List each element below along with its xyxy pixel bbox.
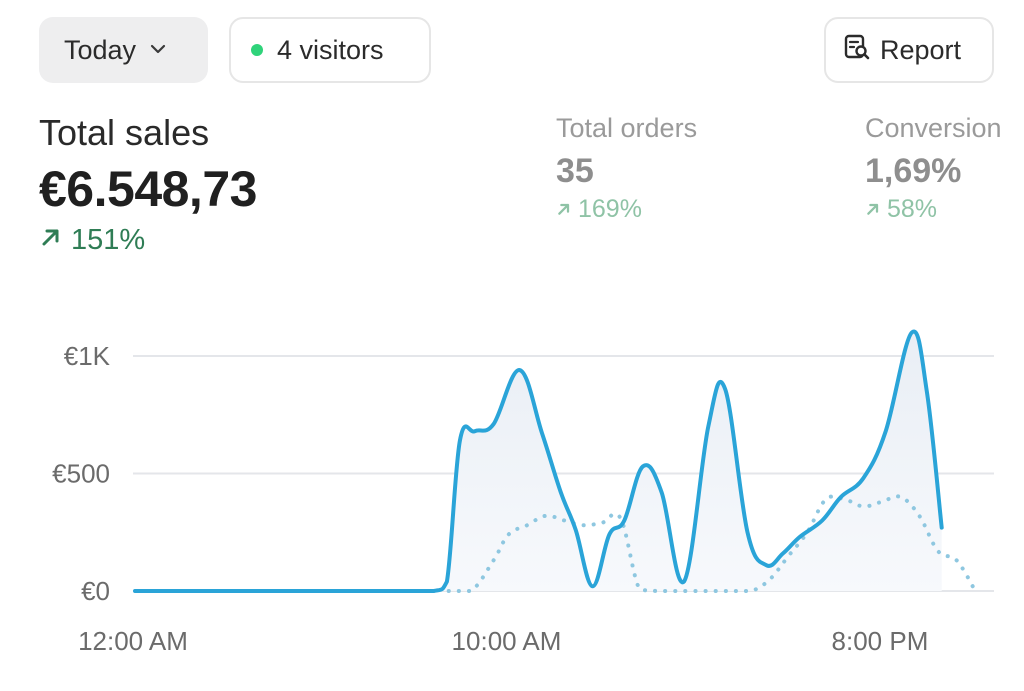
report-search-icon <box>842 32 872 69</box>
report-button[interactable]: Report <box>824 17 994 83</box>
live-visitors-button[interactable]: 4 visitors <box>229 17 431 83</box>
total-orders-delta-value: 169% <box>578 195 642 223</box>
visitors-label: 4 visitors <box>277 34 384 65</box>
conversion-label: Conversion <box>865 113 1002 143</box>
live-dot-icon <box>251 44 263 56</box>
total-sales-label: Total sales <box>39 112 210 153</box>
x-tick-label: 8:00 PM <box>832 626 929 656</box>
x-tick-label: 10:00 AM <box>452 626 562 656</box>
conversion-delta-value: 58% <box>887 195 938 223</box>
sales-chart[interactable]: €1K €500 €0 12:00 AM 10:00 AM 8:00 PM <box>0 300 1024 691</box>
date-range-label: Today <box>64 34 137 65</box>
arrow-up-right-icon <box>39 224 63 257</box>
conversion-metric[interactable]: Conversion 1,69% 58% <box>865 113 1024 224</box>
y-tick-label: €500 <box>52 459 110 489</box>
total-sales-value: €6.548,73 <box>39 161 257 217</box>
total-orders-delta: 169% <box>556 195 697 224</box>
chevron-down-icon <box>148 35 168 66</box>
sales-area <box>135 331 942 591</box>
arrow-up-right-icon <box>865 195 881 224</box>
conversion-value: 1,69% <box>865 152 962 190</box>
sales-series-line <box>133 329 944 593</box>
total-orders-metric[interactable]: Total orders 35 169% <box>556 113 697 224</box>
total-sales-delta: 151% <box>39 224 257 257</box>
total-orders-value: 35 <box>556 152 594 190</box>
arrow-up-right-icon <box>556 195 572 224</box>
total-orders-label: Total orders <box>556 113 698 143</box>
conversion-delta: 58% <box>865 195 1024 224</box>
y-tick-label: €0 <box>81 576 110 606</box>
total-sales-metric[interactable]: Total sales €6.548,73 151% <box>39 112 257 257</box>
y-tick-label: €1K <box>64 341 111 371</box>
total-sales-delta-value: 151% <box>71 224 146 256</box>
report-label: Report <box>880 34 962 65</box>
date-range-dropdown[interactable]: Today <box>39 17 208 83</box>
x-tick-label: 12:00 AM <box>78 626 188 656</box>
